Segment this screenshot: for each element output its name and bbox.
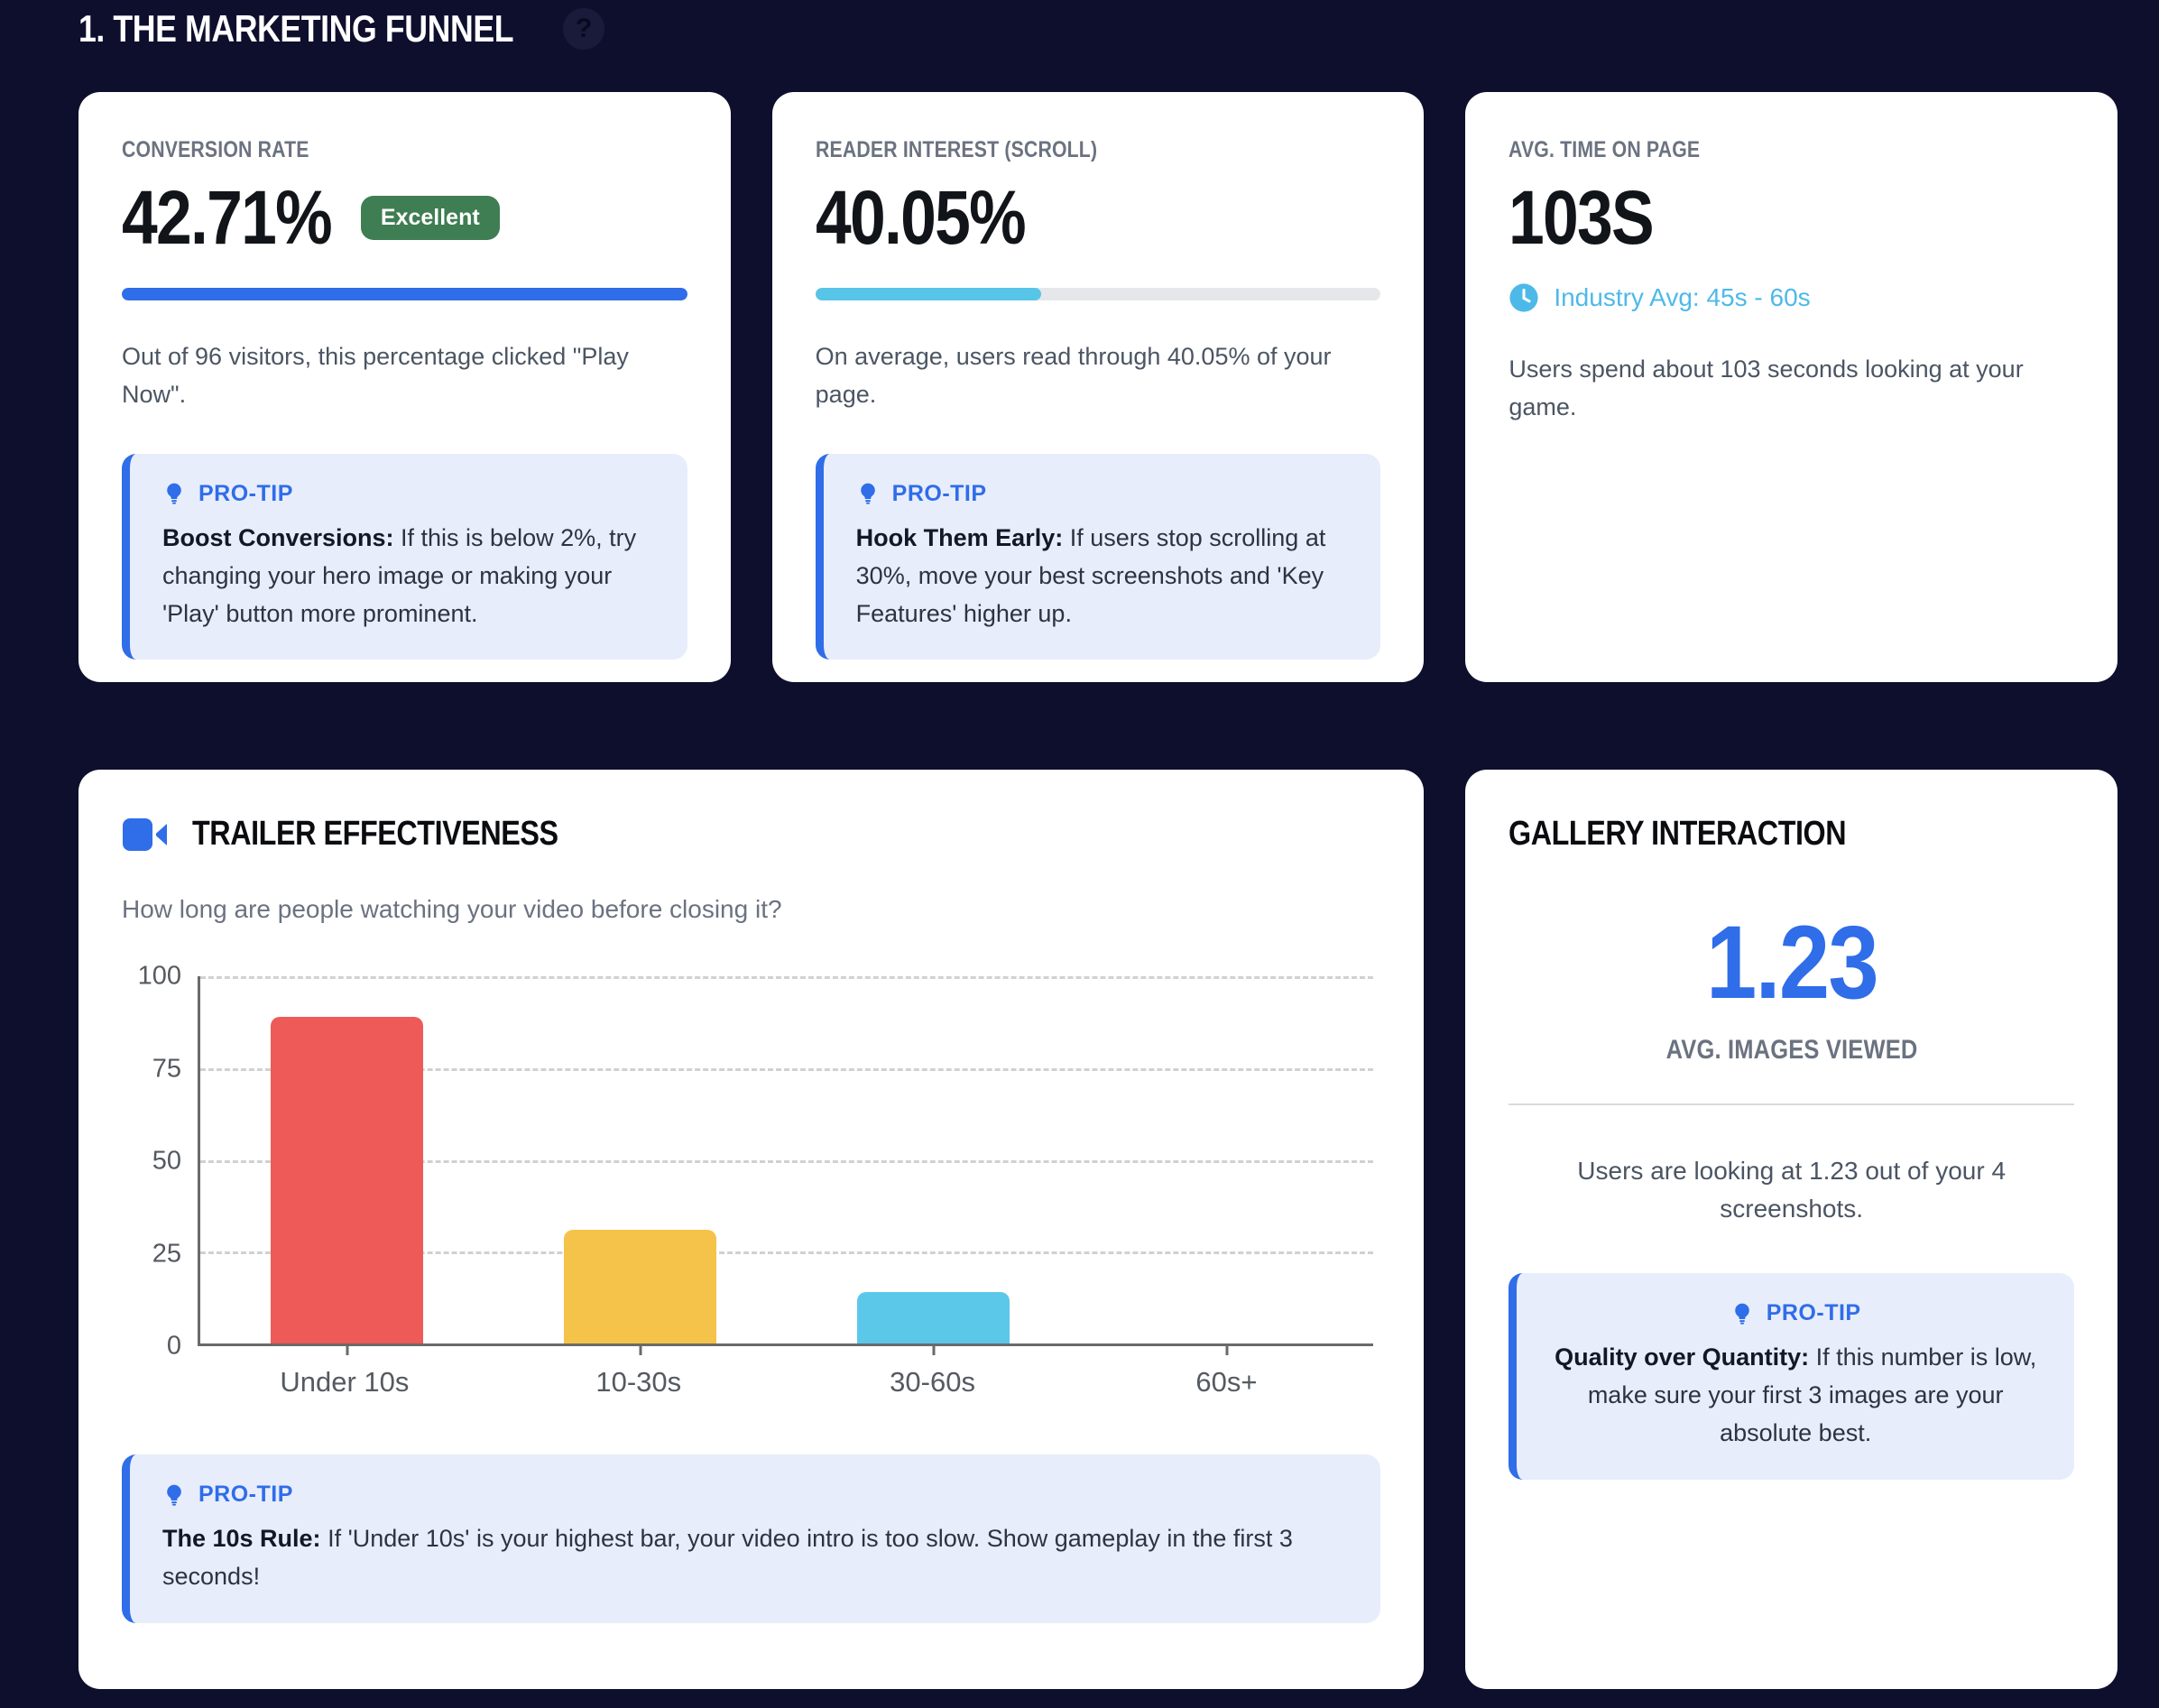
gallery-description: Users are looking at 1.23 out of your 4 …: [1577, 1157, 2007, 1223]
reader-protip: PRO-TIP Hook Them Early: If users stop s…: [815, 453, 1381, 660]
x-tick-label: Under 10s: [280, 1366, 410, 1398]
lightbulb-icon: [1734, 1303, 1749, 1325]
reader-progress-fill: [815, 288, 1042, 301]
protip-label: PRO-TIP: [1766, 1300, 1861, 1325]
protip-bold: The 10s Rule:: [162, 1525, 321, 1552]
protip-label: PRO-TIP: [198, 1482, 293, 1507]
status-badge: Excellent: [360, 195, 500, 240]
reader-interest-card: READER INTEREST (SCROLL) 40.05% On avera…: [771, 92, 1425, 682]
chart-x-axis-labels: Under 10s 10-30s 30-60s 60s+: [198, 1346, 1373, 1398]
protip-body: The 10s Rule: If 'Under 10s' is your hig…: [162, 1520, 1348, 1596]
clock-icon: [1509, 283, 1538, 312]
trailer-protip: PRO-TIP The 10s Rule: If 'Under 10s' is …: [122, 1454, 1381, 1623]
protip-bold: Quality over Quantity:: [1555, 1343, 1810, 1371]
conversion-rate-card: CONVERSION RATE 42.71% Excellent Out of …: [78, 92, 731, 682]
industry-avg-text: Industry Avg: 45s - 60s: [1554, 283, 1811, 312]
protip-bold: Boost Conversions:: [162, 523, 394, 551]
chart-y-axis-labels: 0 25 50 75 100: [122, 962, 181, 1361]
conversion-progress-fill: [122, 288, 687, 301]
gallery-metric-label: AVG. IMAGES VIEWED: [1665, 1035, 1918, 1065]
page-title: 1. THE MARKETING FUNNEL: [78, 7, 514, 50]
cards-grid: CONVERSION RATE 42.71% Excellent Out of …: [78, 92, 2117, 1689]
reader-interest-label: READER INTEREST (SCROLL): [815, 137, 1097, 162]
trailer-bar-chart: 0 25 50 75 100: [138, 962, 1374, 1361]
conversion-value-row: 42.71% Excellent: [122, 178, 687, 257]
trailer-subtitle: How long are people watching your video …: [122, 895, 782, 923]
protip-label: PRO-TIP: [891, 480, 987, 506]
gallery-avg-value: 1.23: [1705, 905, 1879, 1020]
lightbulb-icon: [167, 484, 181, 504]
y-tick-label: 75: [152, 1054, 181, 1083]
chart-plot: [198, 976, 1374, 1355]
x-tick-label: 60s+: [1195, 1366, 1258, 1398]
reader-interest-value: 40.05%: [815, 175, 1027, 260]
help-icon[interactable]: ?: [563, 8, 605, 50]
x-tick-mark: [346, 1343, 349, 1355]
bar-under-10s: [271, 1016, 424, 1343]
protip-bold: Hook Them Early:: [855, 523, 1064, 551]
x-tick-mark: [639, 1343, 642, 1355]
bar-30-60s: [857, 1292, 1010, 1343]
avg-time-card: AVG. TIME ON PAGE 103S Industry Avg: 45s…: [1465, 92, 2117, 682]
gridline: [200, 976, 1374, 979]
protip-text: If this is below 2%, try changing your h…: [162, 523, 637, 627]
protip-header: PRO-TIP: [1553, 1300, 2038, 1326]
y-tick-label: 100: [137, 961, 181, 991]
gridline: [200, 1159, 1374, 1163]
x-tick-label: 10-30s: [595, 1366, 682, 1398]
industry-avg-row: Industry Avg: 45s - 60s: [1509, 282, 2074, 313]
avg-time-value: 103S: [1509, 175, 1655, 260]
y-tick-label: 0: [166, 1331, 181, 1361]
protip-label: PRO-TIP: [198, 480, 293, 506]
section-header: 1. THE MARKETING FUNNEL ?: [78, 7, 2117, 51]
reader-description: On average, users read through 40.05% of…: [815, 343, 1332, 409]
conversion-rate-label: CONVERSION RATE: [122, 137, 309, 162]
trailer-effectiveness-card: TRAILER EFFECTIVENESS How long are peopl…: [78, 770, 1425, 1689]
x-tick-mark: [932, 1343, 936, 1355]
gridline: [200, 1251, 1374, 1255]
bar-10-30s: [564, 1229, 717, 1343]
divider: [1509, 1103, 2074, 1105]
protip-header: PRO-TIP: [856, 481, 1349, 507]
avg-time-description: Users spend about 103 seconds looking at…: [1509, 355, 2024, 421]
lightbulb-icon: [167, 1484, 181, 1506]
protip-text: If this number is low, make sure your fi…: [1587, 1343, 2037, 1446]
protip-body: Quality over Quantity: If this number is…: [1553, 1339, 2038, 1453]
trailer-header: TRAILER EFFECTIVENESS: [122, 815, 1380, 854]
conversion-progress-track: [122, 288, 687, 301]
y-tick-label: 50: [152, 1146, 181, 1176]
protip-body: Hook Them Early: If users stop scrolling…: [856, 520, 1349, 633]
y-tick-label: 25: [152, 1239, 181, 1268]
time-value-row: 103S: [1509, 178, 2074, 257]
reader-progress-track: [815, 288, 1381, 301]
gridline: [200, 1067, 1374, 1071]
gallery-title: GALLERY INTERACTION: [1509, 815, 1847, 853]
protip-header: PRO-TIP: [162, 481, 655, 507]
avg-time-label: AVG. TIME ON PAGE: [1509, 137, 1701, 162]
x-tick-mark: [1225, 1343, 1229, 1355]
trailer-title: TRAILER EFFECTIVENESS: [192, 815, 558, 853]
gallery-interaction-card: GALLERY INTERACTION 1.23 AVG. IMAGES VIE…: [1465, 770, 2117, 1689]
conversion-protip: PRO-TIP Boost Conversions: If this is be…: [122, 453, 687, 660]
reader-value-row: 40.05%: [816, 178, 1381, 257]
gallery-protip: PRO-TIP Quality over Quantity: If this n…: [1509, 1273, 2074, 1480]
conversion-rate-value: 42.71%: [122, 175, 333, 260]
conversion-description: Out of 96 visitors, this percentage clic…: [122, 343, 629, 409]
gallery-metric-block: 1.23 AVG. IMAGES VIEWED: [1509, 854, 2074, 1066]
protip-text: If 'Under 10s' is your highest bar, your…: [162, 1525, 1293, 1590]
lightbulb-icon: [860, 484, 875, 504]
protip-body: Boost Conversions: If this is below 2%, …: [162, 520, 655, 633]
protip-header: PRO-TIP: [162, 1482, 1348, 1508]
video-camera-icon: [123, 817, 167, 851]
protip-text: If users stop scrolling at 30%, move you…: [855, 523, 1326, 627]
x-tick-label: 30-60s: [890, 1366, 975, 1398]
